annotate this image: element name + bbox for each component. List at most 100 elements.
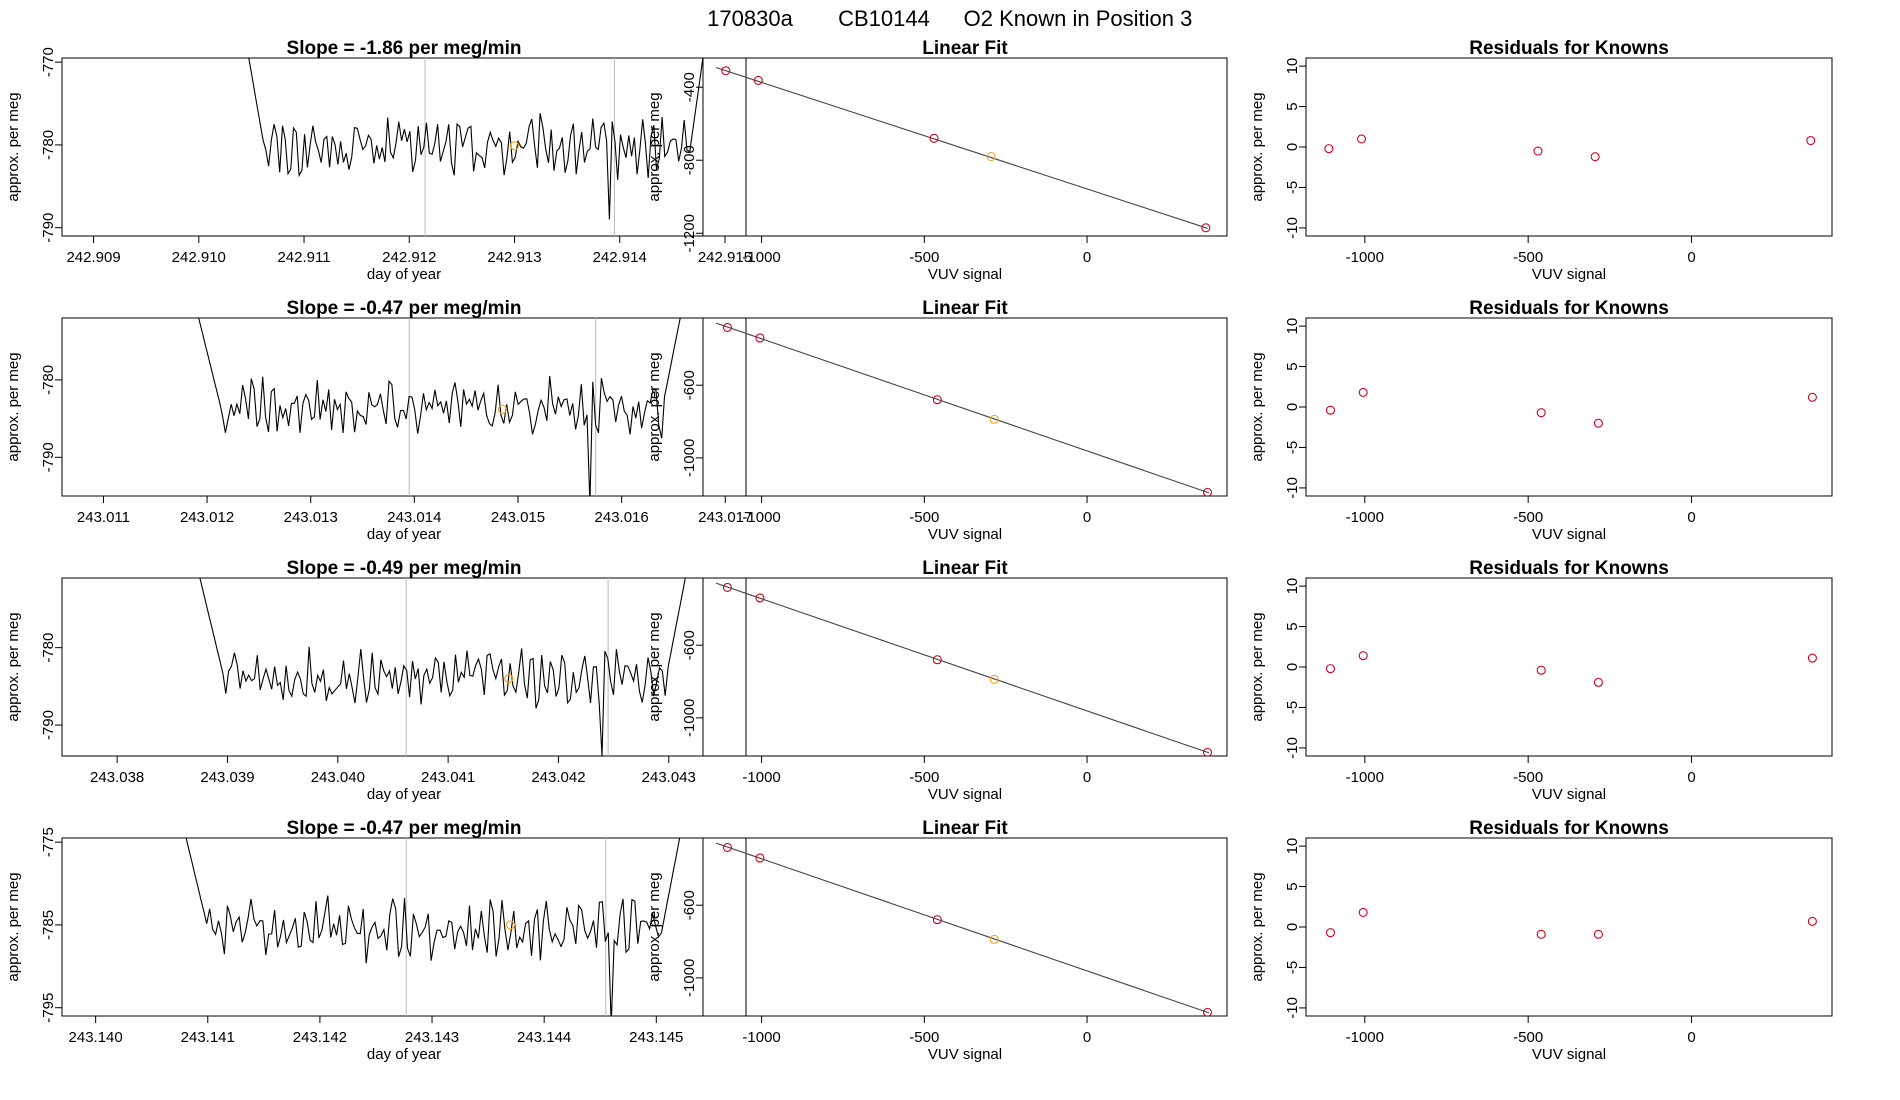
fit-point xyxy=(1202,487,1213,496)
x-axis-label: VUV signal xyxy=(1532,1046,1606,1063)
residual-point xyxy=(1806,135,1816,146)
x-tick-label: 242.915 xyxy=(698,249,752,266)
x-tick-label: 243.142 xyxy=(293,1029,347,1046)
plot-marks xyxy=(715,582,1213,756)
y-tick-label: -10 xyxy=(1284,477,1301,499)
chart-panel: Residuals for Knowns -1000 -500 0 10 5 0 -5 -10 V… xyxy=(1249,558,1833,803)
x-tick-label: -1000 xyxy=(742,509,780,526)
fit-point xyxy=(722,842,732,852)
y-tick-label: -790 xyxy=(40,710,57,740)
x-tick-label: -1000 xyxy=(742,249,780,266)
series-line xyxy=(199,578,686,756)
residual-point xyxy=(1324,144,1334,154)
series-line xyxy=(248,58,704,220)
plot-marks xyxy=(198,318,681,496)
fit-point xyxy=(989,934,999,944)
x-tick-label: 243.145 xyxy=(629,1029,683,1046)
residual-point xyxy=(1358,651,1368,661)
y-tick-label: -1000 xyxy=(681,699,698,737)
plot-marks xyxy=(715,66,1211,233)
y-tick-label: -5 xyxy=(1284,961,1301,974)
residual-point xyxy=(1536,408,1546,418)
chart-title: Linear Fit xyxy=(922,558,1008,579)
fit-point xyxy=(932,395,942,405)
y-tick-label: -800 xyxy=(681,145,698,175)
highlight-point xyxy=(505,920,516,930)
residual-point xyxy=(1325,928,1336,938)
x-tick-label: 243.042 xyxy=(531,769,585,786)
fit-line xyxy=(715,322,1210,494)
x-tick-label: -500 xyxy=(909,509,939,526)
fit-point xyxy=(721,66,731,76)
plot-frame xyxy=(702,837,1228,1017)
chart-title: Slope = -0.47 per meg/min xyxy=(287,298,522,319)
x-tick-label: -500 xyxy=(909,249,939,266)
x-axis-label: day of year xyxy=(367,786,441,803)
x-tick-label: -500 xyxy=(1513,509,1543,526)
figure-title-run: 170830a xyxy=(707,6,793,31)
y-tick-label: -10 xyxy=(1284,737,1301,759)
x-tick-label: 0 xyxy=(1687,509,1695,526)
residual-point xyxy=(1807,392,1817,402)
chart-title: Residuals for Knowns xyxy=(1469,298,1669,319)
x-tick-label: 0 xyxy=(1687,249,1695,266)
plot-frame xyxy=(61,577,747,757)
residual-point xyxy=(1536,929,1546,939)
y-tick-label: 0 xyxy=(1284,663,1301,671)
plot-frame xyxy=(61,317,747,497)
y-tick-label: -400 xyxy=(681,72,698,102)
y-tick-label: -780 xyxy=(40,130,57,160)
fit-point xyxy=(1202,1007,1213,1016)
chart-title: Linear Fit xyxy=(922,298,1008,319)
x-axis-label: VUV signal xyxy=(928,266,1002,283)
residual-point xyxy=(1358,387,1368,397)
x-tick-label: 242.911 xyxy=(277,249,330,266)
figure-title-description: O2 Known in Position 3 xyxy=(964,6,1193,31)
x-tick-label: -1000 xyxy=(742,1029,780,1046)
chart-panel: Residuals for Knowns -1000 -500 0 10 5 0 -5 -10 V… xyxy=(1249,298,1833,543)
y-tick-label: -5 xyxy=(1284,701,1301,714)
y-axis-label: approx. per meg xyxy=(646,92,663,201)
chart-title: Slope = -0.49 per meg/min xyxy=(287,558,522,579)
x-tick-label: 0 xyxy=(1083,249,1091,266)
plot-marks xyxy=(1325,907,1817,939)
chart-panel: Residuals for Knowns -1000 -500 0 10 5 0 -5 -10 V… xyxy=(1249,818,1833,1063)
chart-title: Slope = -0.47 per meg/min xyxy=(287,818,522,839)
y-tick-label: -1000 xyxy=(681,959,698,997)
chart-title: Linear Fit xyxy=(922,38,1008,59)
x-axis-label: day of year xyxy=(367,526,441,543)
chart-panel: Linear Fit -1000 -500 0 -600 -1000 VUV signal a… xyxy=(646,298,1228,543)
y-tick-label: 10 xyxy=(1284,838,1301,855)
fit-point xyxy=(932,655,942,665)
chart-panel: Linear Fit -1000 -500 0 -600 -1000 VUV signal a… xyxy=(646,818,1228,1063)
y-tick-label: -795 xyxy=(40,993,57,1023)
series-line xyxy=(198,318,681,496)
x-axis-label: day of year xyxy=(367,266,441,283)
fit-point xyxy=(755,593,765,603)
x-tick-label: 243.140 xyxy=(69,1029,123,1046)
y-axis-label: approx. per meg xyxy=(1249,612,1266,721)
y-tick-label: -790 xyxy=(40,213,57,243)
fit-line xyxy=(715,66,1208,229)
y-tick-label: -10 xyxy=(1284,997,1301,1019)
y-tick-label: 10 xyxy=(1284,318,1301,335)
x-tick-label: 242.912 xyxy=(382,249,436,266)
residual-point xyxy=(1593,929,1603,939)
plot-marks xyxy=(715,842,1213,1016)
residual-point xyxy=(1807,653,1817,663)
plot-frame xyxy=(1305,57,1833,237)
y-tick-label: -770 xyxy=(40,47,57,77)
x-tick-label: 243.143 xyxy=(405,1029,459,1046)
x-tick-label: 242.910 xyxy=(172,249,226,266)
x-tick-label: 243.041 xyxy=(421,769,475,786)
x-tick-label: -1000 xyxy=(1346,249,1384,266)
chart-panel: Slope = -1.86 per meg/min 242.909 242.910 2… xyxy=(5,38,752,283)
x-tick-label: 242.909 xyxy=(66,249,120,266)
residual-point xyxy=(1533,146,1543,156)
x-tick-label: 0 xyxy=(1687,769,1695,786)
residual-point xyxy=(1356,134,1367,144)
x-tick-label: 243.017 xyxy=(698,509,752,526)
x-tick-label: -1000 xyxy=(1346,1029,1384,1046)
fit-point xyxy=(932,915,942,925)
chart-panel: Slope = -0.49 per meg/min 243.038 243.039 2… xyxy=(5,558,747,803)
